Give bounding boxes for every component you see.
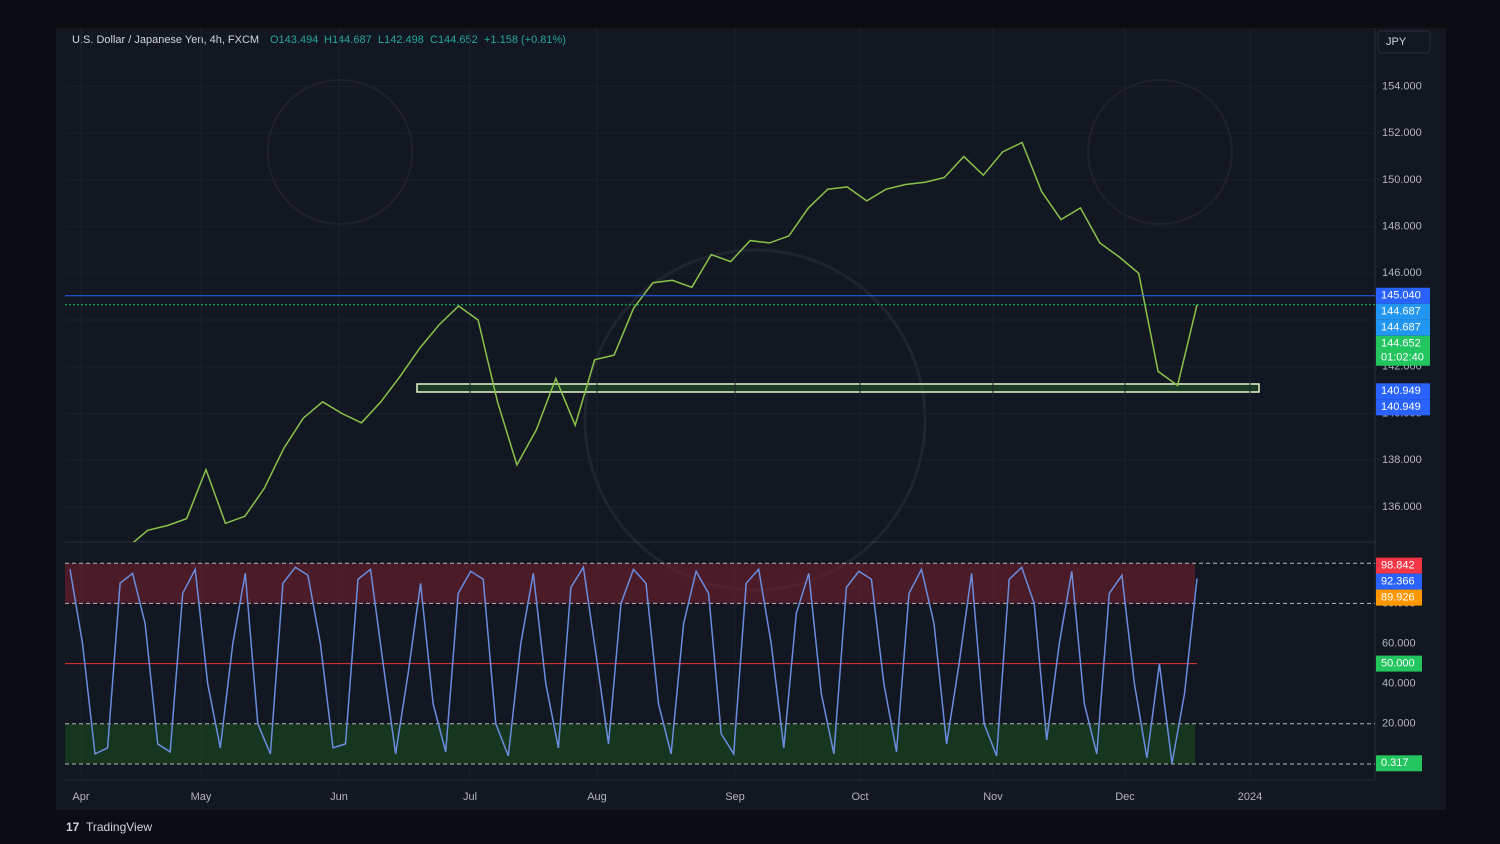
value-label-bg — [1376, 287, 1430, 304]
series-group — [69, 565, 1198, 764]
y-tick-label: 60.000 — [1382, 637, 1416, 649]
ohlc-open: O143.494 — [270, 34, 318, 46]
y-tick-label: 138.000 — [1382, 454, 1422, 466]
value-label: 144.687 — [1381, 322, 1421, 334]
y-tick-label: 40.000 — [1382, 678, 1416, 690]
x-tick-label: Jul — [463, 791, 477, 803]
x-tick-label: Apr — [72, 791, 89, 803]
support-zone — [416, 383, 1260, 393]
y-tick-label: 152.000 — [1382, 127, 1422, 139]
series-line — [132, 141, 1198, 542]
value-label: 0.317 — [1381, 757, 1409, 769]
ohlc-close: C144.652 — [430, 34, 478, 46]
y-tick-label: 146.000 — [1382, 267, 1422, 279]
series-group — [132, 141, 1198, 542]
chart-background — [56, 28, 1446, 810]
y-tick-label: 154.000 — [1382, 80, 1422, 92]
value-label: 144.652 — [1381, 338, 1421, 350]
x-tick-label: Oct — [851, 791, 868, 803]
value-label-bg — [1376, 755, 1422, 772]
value-label: 98.842 — [1381, 560, 1415, 572]
logo-mark: 17 — [66, 820, 80, 834]
value-label-bg — [1376, 557, 1422, 574]
x-tick-label: Jun — [330, 791, 348, 803]
y-tick-label: 136.000 — [1382, 501, 1422, 513]
ohlc-low: L142.498 — [378, 34, 424, 46]
value-label-bg — [1376, 335, 1430, 366]
value-label-bg — [1376, 589, 1422, 606]
value-label: 140.949 — [1381, 385, 1421, 397]
footer — [0, 812, 1500, 844]
countdown: 01:02:40 — [1381, 352, 1424, 364]
value-label-bg — [1376, 655, 1422, 672]
ohlc-high: H144.687 — [324, 34, 372, 46]
y-tick-label: 20.000 — [1382, 718, 1416, 730]
y-tick-label: 148.000 — [1382, 220, 1422, 232]
symbol: U.S. Dollar / Japanese Yen, 4h, FXCM — [72, 34, 259, 46]
overbought-band — [65, 563, 1195, 604]
value-label: 89.926 — [1381, 592, 1415, 604]
x-tick-label: May — [191, 791, 212, 803]
x-tick-label: Dec — [1115, 791, 1135, 803]
x-tick-label: Nov — [983, 791, 1003, 803]
branding: TradingView — [86, 820, 152, 834]
series-line — [69, 565, 1198, 764]
value-label: 140.949 — [1381, 401, 1421, 413]
y-tick-label: 150.000 — [1382, 174, 1422, 186]
value-label: 92.366 — [1381, 576, 1415, 588]
value-label: 50.000 — [1381, 658, 1415, 670]
oversold-band — [65, 723, 1195, 764]
ohlc-change: +1.158 (+0.81%) — [484, 34, 566, 46]
value-label-bg — [1376, 399, 1430, 416]
currency[interactable]: JPY — [1386, 36, 1407, 48]
currency-box[interactable] — [1377, 30, 1431, 54]
x-tick-label: Aug — [587, 791, 607, 803]
x-tick-label: Sep — [725, 791, 745, 803]
value-label: 144.687 — [1381, 306, 1421, 318]
watermark — [267, 79, 413, 225]
value-label-bg — [1376, 319, 1430, 336]
value-label-bg — [1376, 573, 1422, 590]
value-label-bg — [1376, 303, 1430, 320]
x-tick-label: 2024 — [1238, 791, 1262, 803]
watermark — [1087, 79, 1233, 225]
value-label: 145.040 — [1381, 290, 1421, 302]
value-label-bg — [1376, 383, 1430, 400]
